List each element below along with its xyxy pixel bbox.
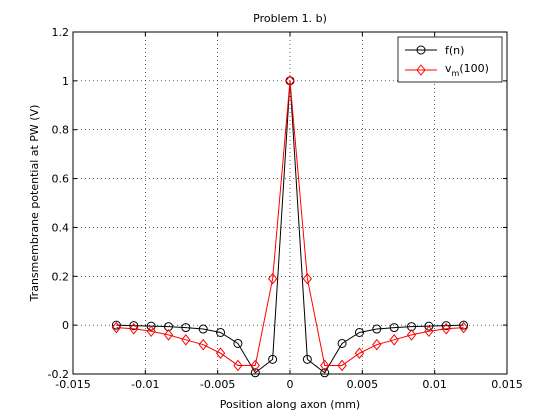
series-1-point xyxy=(111,321,122,334)
series-1-point xyxy=(372,338,382,351)
legend-label-f: f(n) xyxy=(445,44,464,57)
y-tick-label: 0 xyxy=(62,319,69,332)
series-0-point xyxy=(424,321,434,331)
series-0-point xyxy=(111,320,121,330)
x-tick-label: 0.005 xyxy=(347,378,379,391)
legend-label-vm-rest: (100) xyxy=(459,62,489,75)
series-1-point xyxy=(458,321,469,334)
series-0-point xyxy=(389,323,399,333)
series-1-point xyxy=(146,325,156,338)
series-0-point xyxy=(441,321,451,331)
y-tick-label: 0.8 xyxy=(52,124,70,137)
chart-title: Problem 1. b) xyxy=(253,12,327,25)
y-tick-label: 0.6 xyxy=(52,173,70,186)
legend-label-vm-sub: m xyxy=(452,69,460,78)
series-1-point xyxy=(389,333,399,346)
series-0-point xyxy=(268,354,278,364)
y-tick-label: 0.4 xyxy=(52,221,70,234)
series-1-line xyxy=(116,80,464,366)
series-0-point xyxy=(250,368,260,378)
series-0-point xyxy=(146,321,156,331)
series-0-point xyxy=(320,368,330,378)
series-0-point xyxy=(233,338,243,348)
legend-marker-f xyxy=(416,45,426,55)
series-0-point xyxy=(372,324,382,334)
series-0-point xyxy=(181,323,191,333)
series-1-point xyxy=(320,359,330,372)
series-1-point xyxy=(129,323,139,335)
series-1-point xyxy=(181,333,191,346)
y-tick-label: 1.2 xyxy=(52,26,70,39)
legend-label-vm-main: v xyxy=(445,62,452,75)
x-tick-label: -0.01 xyxy=(131,378,159,391)
series-1-point xyxy=(198,338,208,351)
legend-label-vm: vm(100) xyxy=(445,62,489,78)
series-1-point xyxy=(424,325,434,338)
series-1-point xyxy=(302,272,313,285)
series-1-point xyxy=(267,272,278,285)
x-tick-label: 0.01 xyxy=(422,378,447,391)
series-layer xyxy=(111,75,469,378)
y-axis-label: Transmembrane potential at PW (V) xyxy=(28,105,41,303)
series-1-point xyxy=(337,359,347,372)
series-0-point xyxy=(302,354,312,364)
series-0-point xyxy=(198,324,208,334)
y-tick-labels: -0.2 0 0.2 0.4 0.6 0.8 1 1.2 xyxy=(48,26,69,381)
legend: f(n) vm(100) xyxy=(397,36,503,83)
y-tick-label: 1 xyxy=(62,75,69,88)
x-tick-label: 0 xyxy=(287,378,294,391)
legend-box xyxy=(397,36,503,83)
series-1-point xyxy=(215,347,226,360)
x-axis-label: Position along axon (mm) xyxy=(220,398,360,411)
series-0-point xyxy=(459,320,469,330)
legend-marker-vm xyxy=(416,64,426,76)
axis-ticks xyxy=(72,31,508,375)
x-tick-label: -0.005 xyxy=(200,378,235,391)
x-tick-labels: -0.015 -0.01 -0.005 0 0.005 0.01 0.015 xyxy=(55,378,522,391)
series-1-point xyxy=(285,75,295,87)
series-0-point xyxy=(354,327,364,337)
series-1-point xyxy=(441,323,451,335)
series-1-point xyxy=(163,329,174,341)
series-0-point xyxy=(129,321,139,331)
y-tick-label: 0.2 xyxy=(52,270,70,283)
x-tick-label: -0.015 xyxy=(55,378,90,391)
y-tick-label: -0.2 xyxy=(48,368,69,381)
x-tick-label: 0.015 xyxy=(491,378,523,391)
series-0-point xyxy=(337,338,347,348)
series-1 xyxy=(111,75,469,372)
series-0-point xyxy=(216,327,226,337)
series-1-point xyxy=(354,347,365,360)
series-1-point xyxy=(233,359,243,372)
series-1-point xyxy=(406,329,417,341)
series-1-point xyxy=(250,359,260,372)
